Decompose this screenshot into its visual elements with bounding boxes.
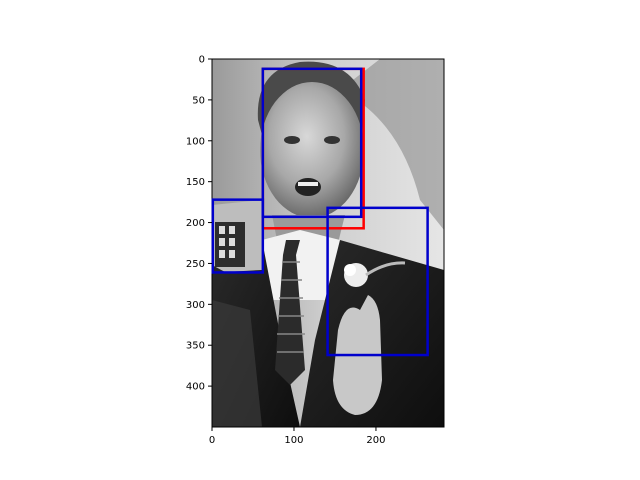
y-tick-label: 50 bbox=[192, 95, 205, 106]
x-tick-label: 0 bbox=[209, 435, 215, 446]
y-axis: 0 50 100 150 200 250 300 350 400 bbox=[186, 55, 212, 393]
blue-box-left bbox=[211, 198, 265, 274]
y-tick-label: 200 bbox=[186, 218, 205, 229]
y-tick-label: 300 bbox=[186, 300, 205, 311]
bounding-boxes bbox=[211, 67, 429, 357]
y-tick-label: 100 bbox=[186, 136, 205, 147]
y-tick-label: 0 bbox=[199, 55, 205, 66]
x-tick-label: 100 bbox=[284, 435, 303, 446]
y-tick-label: 350 bbox=[186, 341, 205, 352]
x-axis: 0 100 200 bbox=[209, 427, 386, 446]
blue-box-face bbox=[261, 67, 363, 219]
y-tick-label: 150 bbox=[186, 177, 205, 188]
photo bbox=[212, 59, 444, 427]
blue-box-right bbox=[326, 206, 429, 357]
y-tick-label: 400 bbox=[186, 382, 205, 393]
x-tick-label: 200 bbox=[366, 435, 385, 446]
y-tick-label: 250 bbox=[186, 259, 205, 270]
